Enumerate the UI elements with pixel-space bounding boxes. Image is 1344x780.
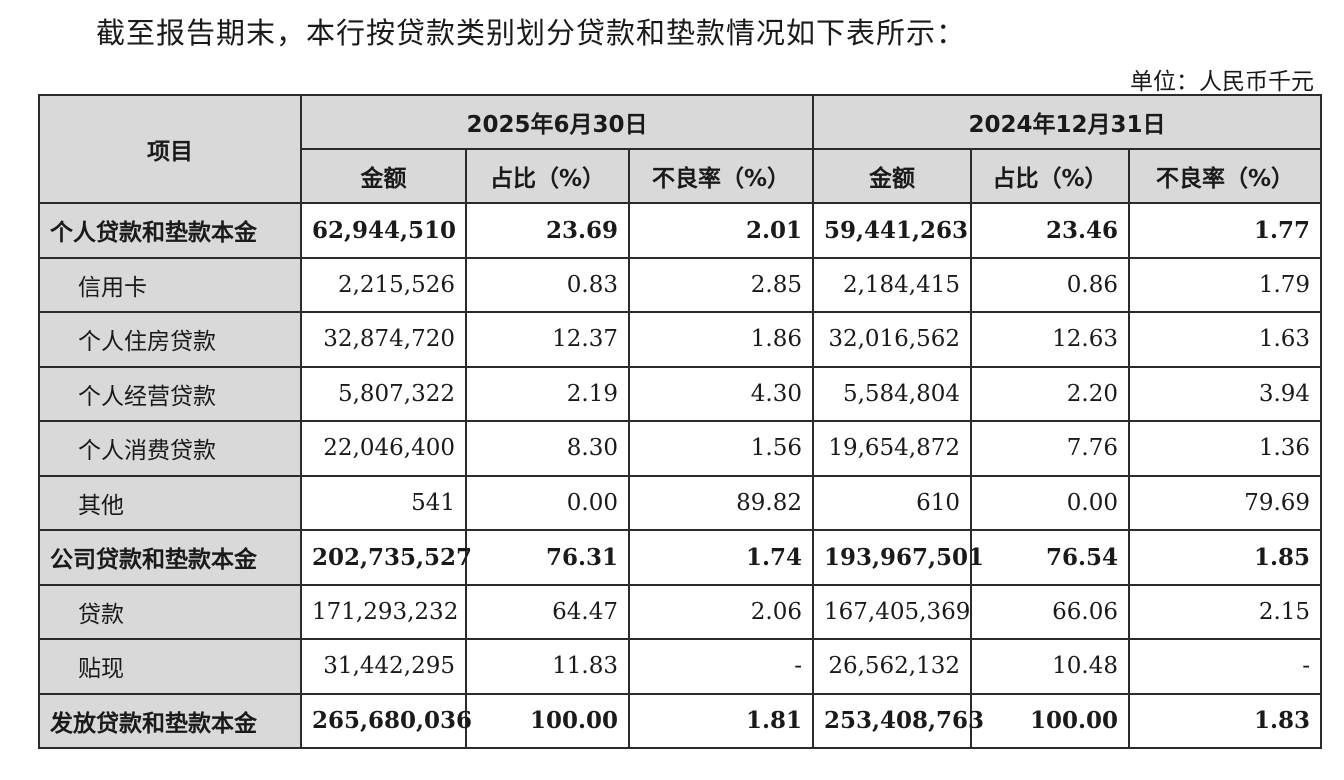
cell-share: 10.48 [970, 638, 1131, 695]
cell-amount: 171,293,232 [300, 583, 467, 640]
cell-share: 0.83 [465, 256, 630, 313]
cell-npl-ratio: 1.86 [627, 311, 815, 368]
cell-npl-ratio: 1.74 [627, 529, 815, 586]
cell-share: 76.31 [465, 529, 630, 586]
table-row: 公司贷款和垫款本金 202,735,527 76.31 1.74 193,967… [38, 529, 1323, 586]
row-label: 信用卡 [38, 256, 302, 313]
cell-npl-ratio: 2.01 [627, 202, 815, 259]
cell-share: 0.00 [970, 474, 1131, 531]
subheader-npl-ratio: 不良率（%） [627, 148, 815, 204]
cell-amount: 265,680,036 [300, 692, 472, 749]
row-label: 个人贷款和垫款本金 [38, 202, 302, 259]
cell-npl-ratio: 2.85 [627, 256, 815, 313]
cell-amount: 26,562,132 [812, 638, 973, 695]
cell-amount: 253,408,763 [812, 692, 984, 749]
cell-npl-ratio: 1.83 [1128, 692, 1323, 749]
intro-paragraph: 截至报告期末，本行按贷款类别划分贷款和垫款情况如下表所示： [96, 16, 967, 50]
cell-npl-ratio: 1.63 [1128, 311, 1323, 368]
table-row: 个人贷款和垫款本金 62,944,510 23.69 2.01 59,441,2… [38, 202, 1323, 259]
cell-npl-ratio: 89.82 [627, 474, 815, 531]
cell-npl-ratio: - [1128, 638, 1323, 695]
table-row: 信用卡 2,215,526 0.83 2.85 2,184,415 0.86 1… [38, 256, 1323, 313]
cell-share: 100.00 [970, 692, 1131, 749]
cell-amount: 2,215,526 [300, 256, 467, 313]
cell-npl-ratio: 1.85 [1128, 529, 1323, 586]
cell-share: 0.86 [970, 256, 1131, 313]
cell-amount: 31,442,295 [300, 638, 467, 695]
subheader-share: 占比（%） [970, 148, 1131, 204]
period-header-2024: 2024年12月31日 [812, 94, 1323, 150]
cell-amount: 167,405,369 [812, 583, 973, 640]
cell-share: 100.00 [465, 692, 630, 749]
row-label: 贷款 [38, 583, 302, 640]
subheader-amount: 金额 [300, 148, 467, 204]
cell-amount: 59,441,263 [812, 202, 973, 259]
cell-amount: 610 [812, 474, 973, 531]
row-label: 其他 [38, 474, 302, 531]
cell-share: 66.06 [970, 583, 1131, 640]
table-row: 个人经营贷款 5,807,322 2.19 4.30 5,584,804 2.2… [38, 365, 1323, 422]
row-label: 个人消费贷款 [38, 420, 302, 477]
table-row: 其他 541 0.00 89.82 610 0.00 79.69 [38, 474, 1323, 531]
subheader-amount: 金额 [812, 148, 973, 204]
cell-npl-ratio: - [627, 638, 815, 695]
cell-share: 12.37 [465, 311, 630, 368]
cell-share: 23.46 [970, 202, 1131, 259]
row-label: 个人住房贷款 [38, 311, 302, 368]
cell-npl-ratio: 1.79 [1128, 256, 1323, 313]
unit-label: 单位：人民币千元 [1130, 69, 1314, 95]
cell-npl-ratio: 2.15 [1128, 583, 1323, 640]
cell-amount: 62,944,510 [300, 202, 467, 259]
cell-amount: 19,654,872 [812, 420, 973, 477]
row-label: 个人经营贷款 [38, 365, 302, 422]
item-header: 项目 [38, 94, 302, 204]
cell-share: 8.30 [465, 420, 630, 477]
subheader-share: 占比（%） [465, 148, 630, 204]
cell-share: 0.00 [465, 474, 630, 531]
cell-npl-ratio: 79.69 [1128, 474, 1323, 531]
table-row: 贷款 171,293,232 64.47 2.06 167,405,369 66… [38, 583, 1323, 640]
cell-npl-ratio: 3.94 [1128, 365, 1323, 422]
cell-share: 2.19 [465, 365, 630, 422]
cell-share: 23.69 [465, 202, 630, 259]
table-row: 个人消费贷款 22,046,400 8.30 1.56 19,654,872 7… [38, 420, 1323, 477]
cell-amount: 22,046,400 [300, 420, 467, 477]
cell-amount: 2,184,415 [812, 256, 973, 313]
table-row: 个人住房贷款 32,874,720 12.37 1.86 32,016,562 … [38, 311, 1323, 368]
row-label: 贴现 [38, 638, 302, 695]
cell-npl-ratio: 2.06 [627, 583, 815, 640]
cell-amount: 32,016,562 [812, 311, 973, 368]
cell-npl-ratio: 1.56 [627, 420, 815, 477]
cell-amount: 5,584,804 [812, 365, 973, 422]
cell-npl-ratio: 4.30 [627, 365, 815, 422]
cell-share: 11.83 [465, 638, 630, 695]
table-row: 贴现 31,442,295 11.83 - 26,562,132 10.48 - [38, 638, 1323, 695]
cell-amount: 32,874,720 [300, 311, 467, 368]
period-header-2025: 2025年6月30日 [299, 94, 815, 150]
cell-npl-ratio: 1.77 [1128, 202, 1323, 259]
row-label: 发放贷款和垫款本金 [38, 692, 302, 749]
cell-npl-ratio: 1.81 [627, 692, 815, 749]
cell-amount: 202,735,527 [300, 529, 472, 586]
cell-share: 2.20 [970, 365, 1131, 422]
cell-share: 12.63 [970, 311, 1131, 368]
cell-npl-ratio: 1.36 [1128, 420, 1323, 477]
cell-share: 76.54 [970, 529, 1131, 586]
row-label: 公司贷款和垫款本金 [38, 529, 302, 586]
subheader-npl-ratio: 不良率（%） [1128, 148, 1323, 204]
cell-amount: 193,967,501 [812, 529, 984, 586]
cell-amount: 541 [300, 474, 467, 531]
cell-share: 7.76 [970, 420, 1131, 477]
loans-by-category-table: 项目 2025年6月30日 2024年12月31日 金额 占比（%） 不良率（%… [38, 94, 1323, 749]
table-row: 发放贷款和垫款本金 265,680,036 100.00 1.81 253,40… [38, 692, 1323, 749]
cell-amount: 5,807,322 [300, 365, 467, 422]
cell-share: 64.47 [465, 583, 630, 640]
